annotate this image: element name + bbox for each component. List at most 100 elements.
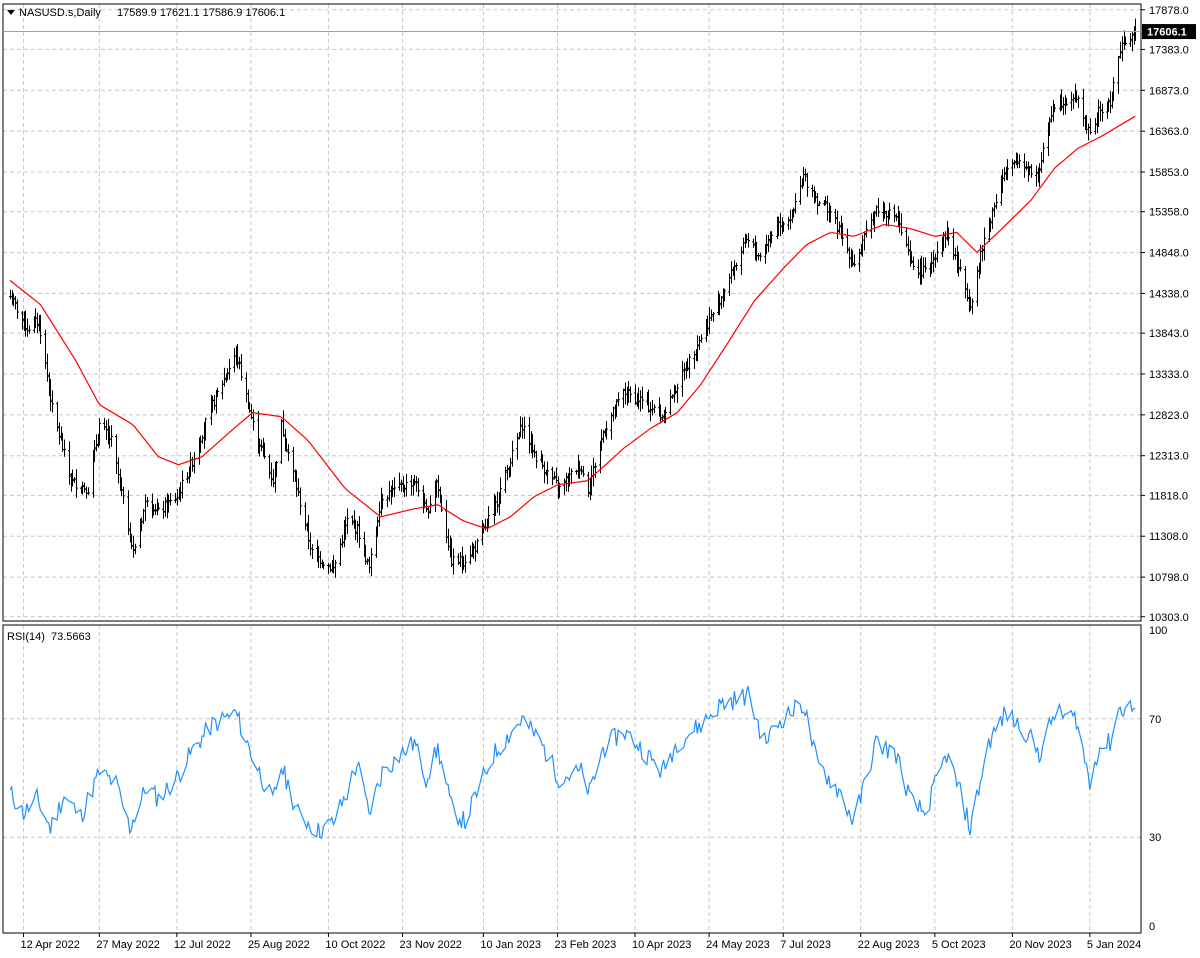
- ohlc-bar[interactable]: [98, 418, 101, 446]
- ohlc-bar[interactable]: [68, 441, 71, 485]
- ohlc-bar[interactable]: [558, 482, 561, 498]
- ohlc-bar[interactable]: [132, 535, 135, 558]
- ohlc-bar[interactable]: [991, 207, 994, 229]
- ohlc-bar[interactable]: [391, 480, 394, 497]
- ohlc-bar[interactable]: [1129, 32, 1132, 47]
- ohlc-bar[interactable]: [718, 293, 721, 316]
- ohlc-bar[interactable]: [75, 469, 78, 498]
- ohlc-bar[interactable]: [759, 252, 762, 262]
- ohlc-bar[interactable]: [733, 260, 736, 281]
- ohlc-bar[interactable]: [910, 251, 913, 264]
- ohlc-bar[interactable]: [934, 253, 937, 268]
- ohlc-bar[interactable]: [469, 545, 472, 565]
- ohlc-bar[interactable]: [130, 533, 133, 550]
- ohlc-bar[interactable]: [228, 358, 231, 380]
- ohlc-bar[interactable]: [226, 368, 229, 381]
- ohlc-bar[interactable]: [661, 414, 664, 422]
- ohlc-bar[interactable]: [93, 439, 96, 463]
- ohlc-bar[interactable]: [907, 236, 910, 256]
- ohlc-bar[interactable]: [895, 213, 898, 222]
- ohlc-bar[interactable]: [720, 296, 723, 310]
- ohlc-bar[interactable]: [87, 487, 90, 495]
- ohlc-bar[interactable]: [966, 283, 969, 302]
- ohlc-bar[interactable]: [523, 416, 526, 439]
- ohlc-bar[interactable]: [770, 231, 773, 244]
- ohlc-bar[interactable]: [268, 454, 271, 479]
- ohlc-bar[interactable]: [1053, 104, 1056, 113]
- ohlc-bar[interactable]: [405, 473, 408, 497]
- ohlc-bar[interactable]: [154, 503, 157, 515]
- ohlc-bar[interactable]: [275, 460, 278, 478]
- ohlc-bar[interactable]: [167, 494, 170, 513]
- ohlc-bar[interactable]: [582, 465, 585, 477]
- ohlc-bar[interactable]: [292, 446, 295, 482]
- ohlc-bar[interactable]: [322, 561, 325, 570]
- ohlc-bar[interactable]: [924, 257, 927, 273]
- ohlc-bar[interactable]: [853, 254, 856, 267]
- ohlc-bar[interactable]: [659, 404, 662, 424]
- ohlc-bar[interactable]: [516, 433, 519, 460]
- ohlc-bar[interactable]: [370, 547, 373, 577]
- ohlc-bar[interactable]: [238, 356, 241, 370]
- ohlc-bar[interactable]: [364, 544, 367, 565]
- ohlc-bar[interactable]: [110, 425, 113, 447]
- ohlc-bar[interactable]: [240, 354, 243, 381]
- ohlc-bar[interactable]: [122, 486, 125, 505]
- ohlc-bar[interactable]: [103, 417, 106, 431]
- ohlc-bar[interactable]: [541, 454, 544, 469]
- ohlc-bar[interactable]: [417, 478, 420, 497]
- ohlc-bar[interactable]: [1131, 32, 1134, 52]
- ohlc-bar[interactable]: [563, 478, 566, 495]
- ohlc-bar[interactable]: [947, 227, 950, 246]
- ohlc-bar[interactable]: [752, 238, 755, 248]
- ohlc-bar[interactable]: [580, 465, 583, 475]
- ohlc-bar[interactable]: [710, 309, 713, 321]
- ohlc-bar[interactable]: [863, 231, 866, 251]
- ohlc-bar[interactable]: [686, 358, 689, 371]
- ohlc-bar[interactable]: [543, 461, 546, 484]
- ohlc-bar[interactable]: [794, 193, 797, 214]
- ohlc-bar[interactable]: [24, 310, 27, 337]
- ohlc-bar[interactable]: [610, 412, 613, 440]
- ohlc-bar[interactable]: [376, 516, 379, 537]
- ohlc-bar[interactable]: [356, 520, 359, 543]
- ohlc-bar[interactable]: [16, 299, 19, 320]
- ohlc-bar[interactable]: [1042, 142, 1045, 164]
- ohlc-bar[interactable]: [258, 438, 261, 457]
- ohlc-bar[interactable]: [806, 172, 809, 197]
- ohlc-bar[interactable]: [476, 538, 479, 554]
- ohlc-bar[interactable]: [457, 553, 460, 566]
- ohlc-bar[interactable]: [223, 367, 226, 387]
- ohlc-bar[interactable]: [1016, 153, 1019, 169]
- ohlc-bar[interactable]: [570, 468, 573, 485]
- ohlc-bar[interactable]: [787, 216, 790, 230]
- ohlc-bar[interactable]: [1030, 163, 1033, 178]
- ohlc-bar[interactable]: [51, 390, 54, 413]
- ohlc-bar[interactable]: [957, 251, 960, 277]
- ohlc-bar[interactable]: [877, 198, 880, 218]
- ohlc-bar[interactable]: [551, 466, 554, 486]
- ohlc-bar[interactable]: [46, 353, 49, 382]
- ohlc-bar[interactable]: [615, 398, 618, 417]
- ohlc-bar[interactable]: [765, 234, 768, 255]
- ohlc-bar[interactable]: [1013, 159, 1016, 169]
- ohlc-bar[interactable]: [499, 477, 502, 505]
- ohlc-bar[interactable]: [263, 442, 266, 459]
- ohlc-bar[interactable]: [1124, 36, 1127, 46]
- ohlc-bar[interactable]: [688, 353, 691, 379]
- ohlc-bar[interactable]: [216, 387, 219, 398]
- ohlc-bar[interactable]: [723, 288, 726, 302]
- ohlc-bar[interactable]: [63, 439, 66, 457]
- ohlc-bar[interactable]: [81, 481, 84, 495]
- ohlc-bar[interactable]: [270, 462, 273, 487]
- ohlc-bar[interactable]: [1048, 117, 1051, 136]
- ohlc-bar[interactable]: [836, 210, 839, 239]
- ohlc-bar[interactable]: [413, 475, 416, 486]
- ohlc-bar[interactable]: [995, 194, 998, 209]
- ohlc-bar[interactable]: [506, 464, 509, 481]
- ohlc-bar[interactable]: [622, 388, 625, 408]
- ohlc-bar[interactable]: [429, 495, 432, 514]
- ohlc-bar[interactable]: [993, 202, 996, 218]
- ohlc-bar[interactable]: [600, 429, 603, 452]
- ohlc-bar[interactable]: [740, 246, 743, 276]
